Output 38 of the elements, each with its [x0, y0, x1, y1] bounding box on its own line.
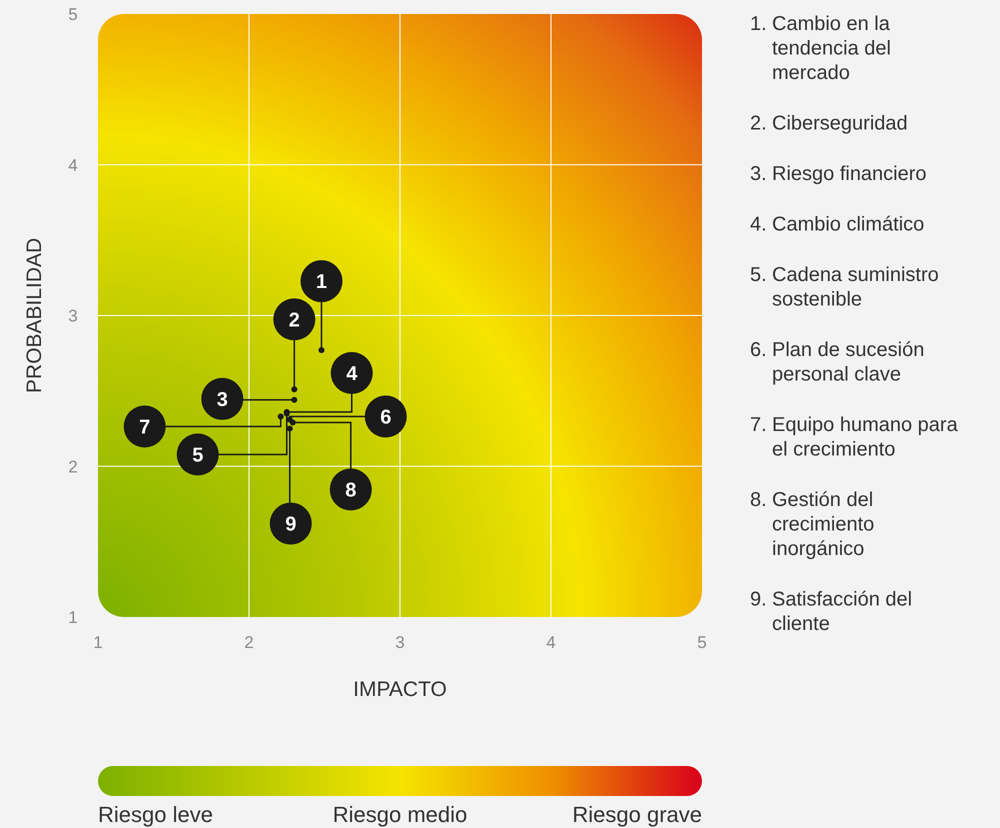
text: Riesgo grave — [572, 802, 702, 827]
point — [278, 414, 284, 420]
annotation: 5 — [192, 444, 204, 466]
text: 3. Riesgo financiero — [750, 163, 927, 185]
text: 7. Equipo humano para el crecimiento — [750, 414, 959, 460]
annotation: 4 — [346, 362, 358, 385]
text: 6. Plan de sucesión personal clave — [750, 339, 924, 386]
text: Riesgo medio — [332, 802, 468, 827]
y-axis-title: PROBABILIDAD — [23, 238, 46, 394]
point — [291, 386, 298, 392]
y-tick-label: 1 — [68, 608, 78, 627]
y-tick-label: 3 — [68, 306, 78, 326]
text: Riesgo leve — [98, 802, 213, 827]
annotation: 7 — [139, 416, 150, 439]
x-tick-label: 4 — [546, 633, 556, 652]
y-tick-label: 2 — [68, 457, 78, 476]
annotation: 3 — [216, 388, 228, 411]
text: 9. Satisfacción del cliente — [750, 588, 912, 635]
point — [290, 420, 296, 426]
x-tick-label: 5 — [697, 633, 707, 652]
point — [291, 396, 298, 403]
annotation: 1 — [316, 271, 328, 294]
text: 1. Cambio en la tendencia del mercado — [750, 13, 891, 84]
annotation: 8 — [345, 480, 356, 502]
annotation: 9 — [285, 514, 296, 536]
x-tick-label: 2 — [244, 633, 254, 652]
x-tick-label: 1 — [93, 633, 103, 652]
text: 4. Cambio climático — [750, 214, 924, 236]
text: 5. Cadena suministro sostenible — [750, 264, 939, 310]
y-tick-label: 5 — [68, 5, 78, 24]
text: 8. Gestión del crecimiento inorgánico — [750, 489, 874, 560]
text: 2. Ciberseguridad — [750, 112, 908, 134]
annotation: 2 — [288, 309, 300, 332]
x-axis-title: IMPACTO — [353, 678, 447, 701]
y-tick-label: 4 — [68, 156, 78, 175]
annotation: 6 — [380, 406, 392, 429]
x-tick-label: 3 — [395, 633, 405, 652]
point — [318, 347, 324, 354]
